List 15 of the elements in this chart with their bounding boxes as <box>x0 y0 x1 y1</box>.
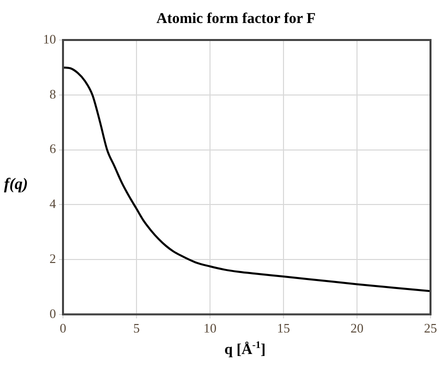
y-tick-label: 4 <box>50 196 56 212</box>
x-tick-label: 20 <box>350 320 364 336</box>
y-axis-title: f(q) <box>4 176 28 194</box>
y-tick-label: 2 <box>50 250 56 266</box>
y-tick-label: 0 <box>50 306 56 321</box>
x-tick-label: 5 <box>133 320 140 336</box>
x-tick-label: 10 <box>204 320 216 336</box>
chart-title: Atomic form factor for F <box>156 10 316 27</box>
x-tick-label: 0 <box>60 320 66 336</box>
x-tick-label: 25 <box>424 320 437 336</box>
y-tick-label: 6 <box>50 141 56 156</box>
y-tick-label: 10 <box>43 31 56 46</box>
x-tick-label: 15 <box>277 320 290 336</box>
y-tick-label: 8 <box>50 86 56 102</box>
x-axis-title: q [Å$^{-1}$] <box>223 340 267 359</box>
